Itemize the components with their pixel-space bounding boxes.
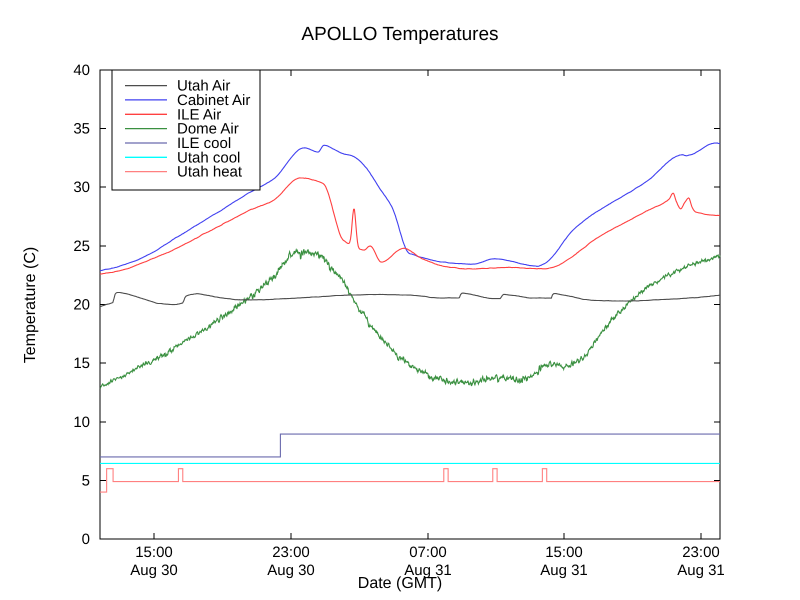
svg-text:Aug 31: Aug 31 — [540, 562, 588, 579]
svg-text:23:00: 23:00 — [682, 544, 720, 561]
svg-text:15:00: 15:00 — [545, 544, 583, 561]
svg-text:Utah heat: Utah heat — [177, 164, 243, 181]
svg-text:5: 5 — [82, 472, 90, 489]
svg-text:25: 25 — [73, 238, 90, 255]
svg-text:APOLLO Temperatures: APOLLO Temperatures — [301, 24, 498, 45]
svg-text:Aug 30: Aug 30 — [267, 562, 315, 579]
svg-text:Date (GMT): Date (GMT) — [358, 575, 442, 592]
svg-text:10: 10 — [73, 414, 90, 431]
svg-text:15:00: 15:00 — [135, 544, 173, 561]
svg-text:40: 40 — [73, 62, 90, 79]
svg-text:07:00: 07:00 — [409, 544, 447, 561]
svg-text:23:00: 23:00 — [272, 544, 310, 561]
svg-text:Aug 31: Aug 31 — [677, 562, 725, 579]
svg-text:20: 20 — [73, 297, 90, 314]
svg-text:35: 35 — [73, 121, 90, 138]
svg-text:Temperature (C): Temperature (C) — [22, 247, 39, 363]
svg-text:Aug 30: Aug 30 — [130, 562, 178, 579]
svg-text:0: 0 — [82, 531, 90, 548]
svg-text:15: 15 — [73, 355, 90, 372]
svg-text:30: 30 — [73, 179, 90, 196]
